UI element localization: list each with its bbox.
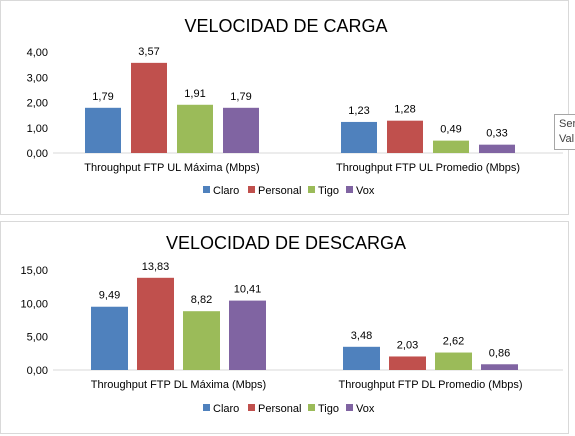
download-bar-tigo — [435, 352, 472, 370]
download-category-label: Throughput FTP DL Máxima (Mbps) — [91, 379, 266, 391]
upload-bar-vox — [223, 107, 259, 153]
download-y-tick-label: 10,00 — [20, 298, 48, 310]
download-data-label: 9,49 — [99, 290, 120, 302]
upload-y-tick-label: 3,00 — [27, 72, 48, 84]
upload-speed-chart: VELOCIDAD DE CARGA 0,00 1,00 2,00 3,00 4,00 1,… — [27, 16, 563, 197]
upload-y-tick-label: 2,00 — [27, 98, 48, 110]
upload-data-label: 0,49 — [440, 124, 461, 136]
download-legend-swatch-vox — [346, 404, 353, 411]
upload-y-tick-label: 0,00 — [27, 148, 48, 160]
upload-legend-swatch-personal — [248, 186, 255, 193]
download-chart-title: VELOCIDAD DE DESCARGA — [166, 233, 406, 253]
download-bar-claro — [91, 306, 128, 370]
upload-bar-claro — [341, 121, 377, 153]
download-speed-chart: VELOCIDAD DE DESCARGA 0,00 5,00 10,00 15,00 9… — [20, 233, 563, 415]
upload-data-label: 1,28 — [394, 104, 415, 116]
upload-bar-personal — [387, 120, 423, 153]
download-bar-vox — [229, 300, 266, 370]
upload-data-label: 1,91 — [184, 88, 205, 100]
download-speed-chart-panel: VELOCIDAD DE DESCARGA 0,00 5,00 10,00 15,00 9… — [0, 221, 569, 434]
download-legend-label-claro: Claro — [213, 403, 239, 415]
download-y-tick-label: 15,00 — [20, 265, 48, 277]
upload-bar-claro — [85, 107, 121, 153]
download-y-tick-label: 5,00 — [27, 332, 48, 344]
download-category-label: Throughput FTP DL Promedio (Mbps) — [338, 379, 522, 391]
upload-legend-label-vox: Vox — [356, 185, 375, 197]
upload-legend-label-tigo: Tigo — [318, 185, 339, 197]
upload-data-label: 1,23 — [348, 105, 369, 117]
download-legend-label-vox: Vox — [356, 403, 375, 415]
download-data-label: 10,41 — [234, 284, 262, 296]
upload-bar-tigo — [177, 104, 213, 153]
download-data-label: 13,83 — [142, 261, 170, 273]
upload-speed-chart-panel: VELOCIDAD DE CARGA 0,00 1,00 2,00 3,00 4,00 1,… — [0, 0, 569, 215]
tooltip-line-series: Ser — [559, 118, 575, 130]
download-legend-swatch-tigo — [308, 404, 315, 411]
upload-y-tick-label: 1,00 — [27, 123, 48, 135]
upload-legend-swatch-vox — [346, 186, 353, 193]
download-bar-personal — [137, 277, 174, 370]
download-legend-label-personal: Personal — [258, 403, 301, 415]
upload-bar-vox — [479, 144, 515, 153]
upload-bar-tigo — [433, 140, 469, 153]
upload-legend-swatch-claro — [203, 186, 210, 193]
download-bar-vox — [481, 364, 518, 370]
upload-data-label: 1,79 — [92, 91, 113, 103]
upload-legend-swatch-tigo — [308, 186, 315, 193]
upload-legend-label-personal: Personal — [258, 185, 301, 197]
download-legend-label-tigo: Tigo — [318, 403, 339, 415]
download-data-label: 8,82 — [191, 294, 212, 306]
upload-category-label: Throughput FTP UL Promedio (Mbps) — [336, 162, 520, 174]
download-data-label: 0,86 — [489, 347, 510, 359]
upload-data-label: 3,57 — [138, 46, 159, 58]
download-data-label: 2,03 — [397, 339, 418, 351]
upload-data-label: 1,79 — [230, 91, 251, 103]
tooltip-line-value: Val — [559, 133, 575, 145]
download-y-tick-label: 0,00 — [27, 365, 48, 377]
download-data-label: 2,62 — [443, 336, 464, 348]
download-bar-personal — [389, 356, 426, 370]
download-data-label: 3,48 — [351, 330, 372, 342]
upload-y-tick-label: 4,00 — [27, 47, 48, 59]
download-bar-tigo — [183, 311, 220, 370]
upload-data-label: 0,33 — [486, 128, 507, 140]
download-legend-swatch-personal — [248, 404, 255, 411]
upload-chart-title: VELOCIDAD DE CARGA — [184, 16, 387, 36]
upload-legend-label-claro: Claro — [213, 185, 239, 197]
upload-bar-personal — [131, 62, 167, 153]
chart-tooltip: Ser Val — [554, 114, 575, 150]
download-bar-claro — [343, 346, 380, 370]
upload-category-label: Throughput FTP UL Máxima (Mbps) — [84, 162, 259, 174]
download-legend-swatch-claro — [203, 404, 210, 411]
